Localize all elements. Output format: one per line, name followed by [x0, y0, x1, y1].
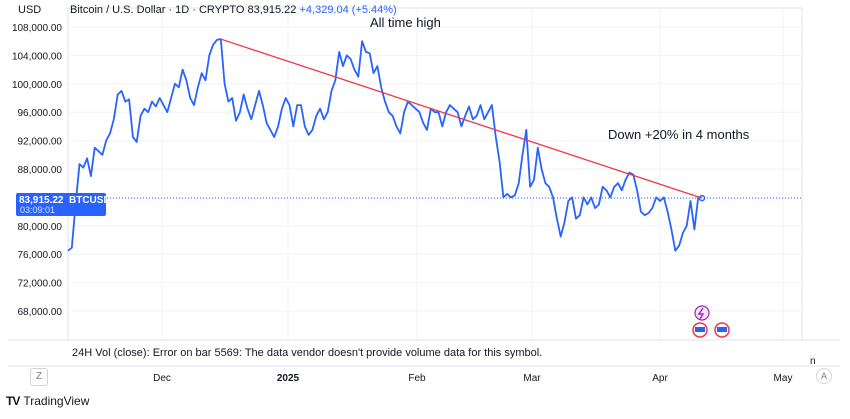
y-tick-label: 104,000.00	[12, 51, 62, 62]
last-price-symbol: BTCUSD	[69, 195, 111, 206]
header-price: 83,915.22	[247, 4, 297, 16]
pane-n-marker: n	[810, 356, 816, 367]
us-flag-canton-icon	[695, 327, 705, 332]
btc-price-line	[67, 38, 703, 252]
tradingview-logo-icon: TV	[6, 394, 20, 408]
y-tick-label: 68,000.00	[18, 307, 63, 318]
y-tick-label: 108,000.00	[12, 23, 62, 34]
symbol-title: Bitcoin / U.S. Dollar · 1D · CRYPTO	[70, 4, 245, 16]
symbol-header: Bitcoin / U.S. Dollar · 1D · CRYPTO 83,9…	[70, 4, 397, 16]
x-tick-label: Dec	[153, 373, 171, 384]
plot-frame	[67, 7, 803, 341]
y-tick-label: 100,000.00	[12, 80, 62, 91]
auto-scale-button[interactable]: A	[816, 368, 832, 384]
y-tick-label: 88,000.00	[18, 165, 63, 176]
last-price-countdown: 03:09:01	[20, 205, 56, 215]
brand-name: TradingView	[23, 394, 90, 408]
x-tick-label: May	[774, 373, 793, 384]
downtrend-line	[220, 38, 703, 199]
y-tick-label: 72,000.00	[18, 279, 63, 290]
x-tick-label: Mar	[523, 373, 541, 384]
event-lightning-icon	[694, 305, 710, 321]
x-tick-label: Apr	[652, 373, 668, 384]
annotation-all-time-high: All time high	[370, 15, 441, 30]
zoom-z-button[interactable]: Z	[30, 368, 48, 386]
currency-label: USD	[18, 4, 42, 16]
us-flag-canton-icon-2	[717, 327, 727, 332]
tradingview-brand: TV TradingView	[6, 394, 89, 408]
volume-error-note: 24H Vol (close): Error on bar 5569: The …	[72, 347, 543, 359]
lightning-glyph-icon	[697, 307, 705, 320]
header-change: +4,329.04 (+5.44%)	[299, 4, 397, 16]
y-tick-label: 76,000.00	[18, 250, 63, 261]
y-tick-label: 80,000.00	[18, 222, 63, 233]
y-tick-label: 92,000.00	[18, 137, 63, 148]
x-tick-label: 2025	[277, 373, 300, 384]
y-tick-label: 96,000.00	[18, 108, 63, 119]
last-price-value: 83,915.22	[19, 195, 64, 206]
x-tick-label: Feb	[408, 373, 426, 384]
last-price-tag: 83,915.22 BTCUSD 03:09:01	[16, 193, 111, 216]
annotation-down-20: Down +20% in 4 months	[608, 127, 750, 142]
